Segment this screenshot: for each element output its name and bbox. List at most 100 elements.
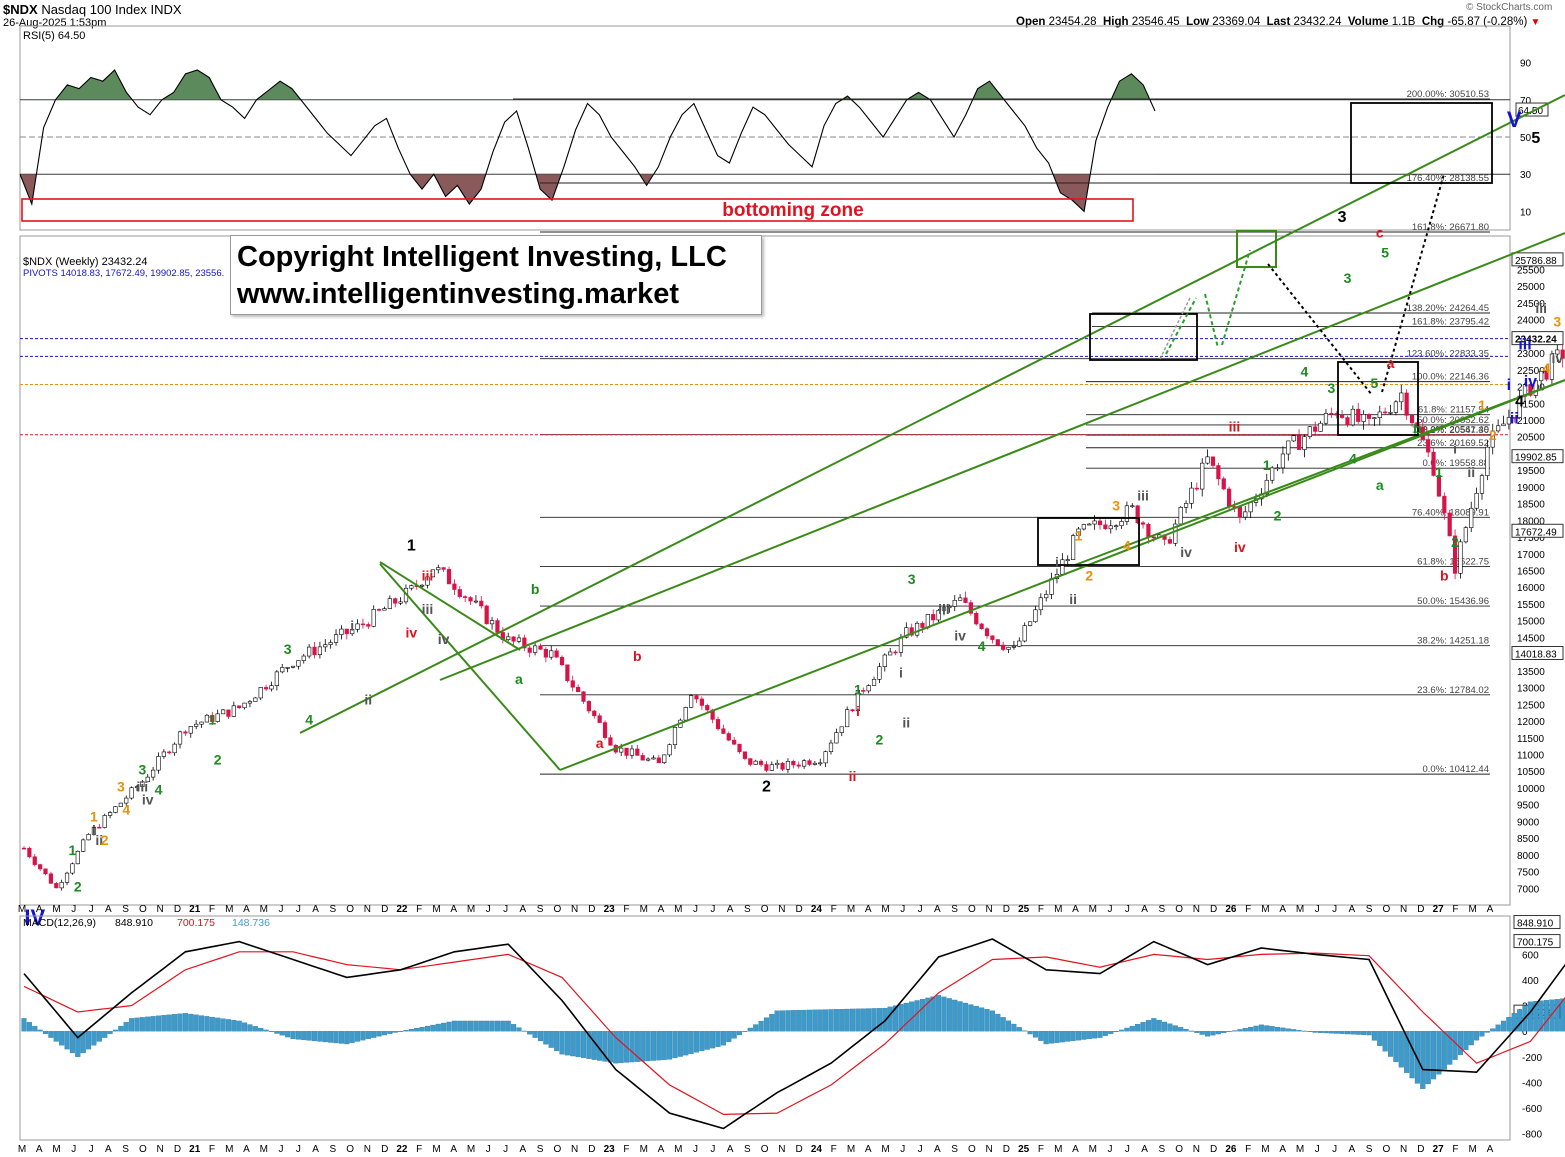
candle-body (801, 760, 807, 767)
macd-hist-bar (392, 1031, 398, 1033)
candle-body (920, 622, 925, 628)
candle-body (1426, 439, 1431, 453)
macd-hist-bar (1156, 1020, 1162, 1032)
macd-hist-bar (806, 1009, 813, 1032)
wave-label: b (1413, 420, 1422, 436)
x-tick-label: M (467, 904, 475, 915)
price-tick: 19500 (1517, 466, 1545, 477)
macd-hist-bar (1140, 1022, 1146, 1032)
candle-body (366, 624, 371, 627)
rsi-tick: 90 (1520, 59, 1532, 70)
candle-body (506, 636, 511, 641)
candle-body (124, 797, 129, 804)
macd-hist-bar (1387, 1031, 1394, 1057)
candle-body (737, 743, 742, 753)
x-tick-label: J (296, 904, 301, 915)
price-tick: 15500 (1517, 600, 1545, 611)
wave-label: 4 (1515, 394, 1524, 411)
candle-body (1539, 370, 1544, 382)
macd-tick: -600 (1522, 1104, 1542, 1115)
x-tick-label: O (139, 904, 147, 915)
macd-hist-bar (338, 1031, 344, 1044)
wave-label: i (1453, 440, 1457, 456)
macd-hist-bar (80, 1031, 86, 1054)
macd-hist-bar (543, 1031, 549, 1045)
x-tick-label-bottom: A (658, 1144, 665, 1155)
macd-hist-bar (376, 1031, 382, 1037)
x-tick-label: J (710, 904, 715, 915)
candle-body (323, 644, 328, 648)
macd-hist-bar (1318, 1031, 1324, 1033)
x-tick-label: M (225, 904, 233, 915)
candle-body (581, 691, 586, 702)
x-tick-label: F (1452, 904, 1458, 915)
x-tick-label-bottom: S (951, 1144, 958, 1155)
candle-body (538, 645, 543, 650)
price-badge-text: 19902.85 (1515, 453, 1557, 464)
candle-body (1130, 505, 1135, 508)
candle-body (1011, 645, 1017, 648)
macd-hist-bar (21, 1018, 27, 1032)
channel-line (1074, 379, 1565, 566)
candle-body (1038, 597, 1043, 611)
candle-body (694, 695, 699, 700)
rsi-line (19, 69, 1156, 213)
candle-body (549, 650, 554, 658)
macd-hist-bar (720, 1031, 726, 1046)
wave-label: i (350, 618, 354, 634)
macd-hist-bar (467, 1020, 474, 1032)
macd-hist-bar (704, 1031, 710, 1050)
macd-hist-bar (839, 1009, 845, 1032)
macd-tick: -400 (1522, 1078, 1542, 1089)
price-tick: 13500 (1517, 667, 1545, 678)
macd-hist-bar (1248, 1026, 1254, 1032)
overlay-layer (299, 94, 1565, 771)
macd-hist-bar (1398, 1031, 1404, 1068)
macd-hist-bar (123, 1022, 129, 1032)
candle-body (134, 786, 140, 789)
macd-hist-bar (129, 1018, 135, 1032)
channel-line (379, 561, 521, 651)
macd-hist-bar (344, 1031, 350, 1045)
macd-hist-bar (446, 1021, 452, 1032)
candle-body (968, 602, 973, 614)
candle-body (393, 598, 398, 604)
x-tick-label: S (537, 904, 544, 915)
macd-hist-bar (1334, 1031, 1340, 1034)
candle-body (1275, 467, 1280, 470)
x-tick-label-bottom: J (503, 1144, 508, 1155)
macd-hist-bar (1124, 1027, 1130, 1032)
x-tick-label-bottom: A (1141, 1144, 1148, 1155)
x-tick-label: F (1245, 904, 1251, 915)
x-tick-label-bottom: J (71, 1144, 76, 1155)
price-tick: 24000 (1517, 316, 1545, 327)
candle-body (1345, 417, 1350, 426)
macd-hist-bar (102, 1031, 108, 1038)
macd-hist-bar (360, 1031, 366, 1041)
candle-body (1393, 401, 1398, 413)
macd-hist-bar (962, 1002, 969, 1032)
candle-body (995, 639, 1000, 646)
candle-body (640, 755, 645, 761)
macd-hist-bar (1543, 1000, 1550, 1032)
wave-label: 5 (1381, 245, 1389, 261)
candle-body (732, 739, 737, 745)
chevron-down-icon[interactable]: ▼ (1530, 17, 1541, 28)
price-tick: 8000 (1517, 851, 1540, 862)
macd-hist-bar (1366, 1031, 1372, 1036)
x-tick-label-bottom: J (900, 1144, 905, 1155)
macd-hist-bar (780, 1010, 786, 1032)
candle-body (107, 812, 113, 816)
x-tick-label-bottom: N (157, 1144, 164, 1155)
wave-label: 5 (1370, 375, 1378, 391)
macd-hist-bar (139, 1017, 145, 1032)
x-tick-label-bottom: F (831, 1144, 837, 1155)
price-tick: 7000 (1517, 884, 1540, 895)
x-tick-label-bottom: A (934, 1144, 941, 1155)
candle-body (479, 600, 484, 607)
macd-hist-bar (564, 1031, 570, 1056)
macd-hist-bar (155, 1015, 162, 1032)
x-tick-label: A (1141, 904, 1148, 915)
macd-hist-bar (1231, 1030, 1238, 1032)
